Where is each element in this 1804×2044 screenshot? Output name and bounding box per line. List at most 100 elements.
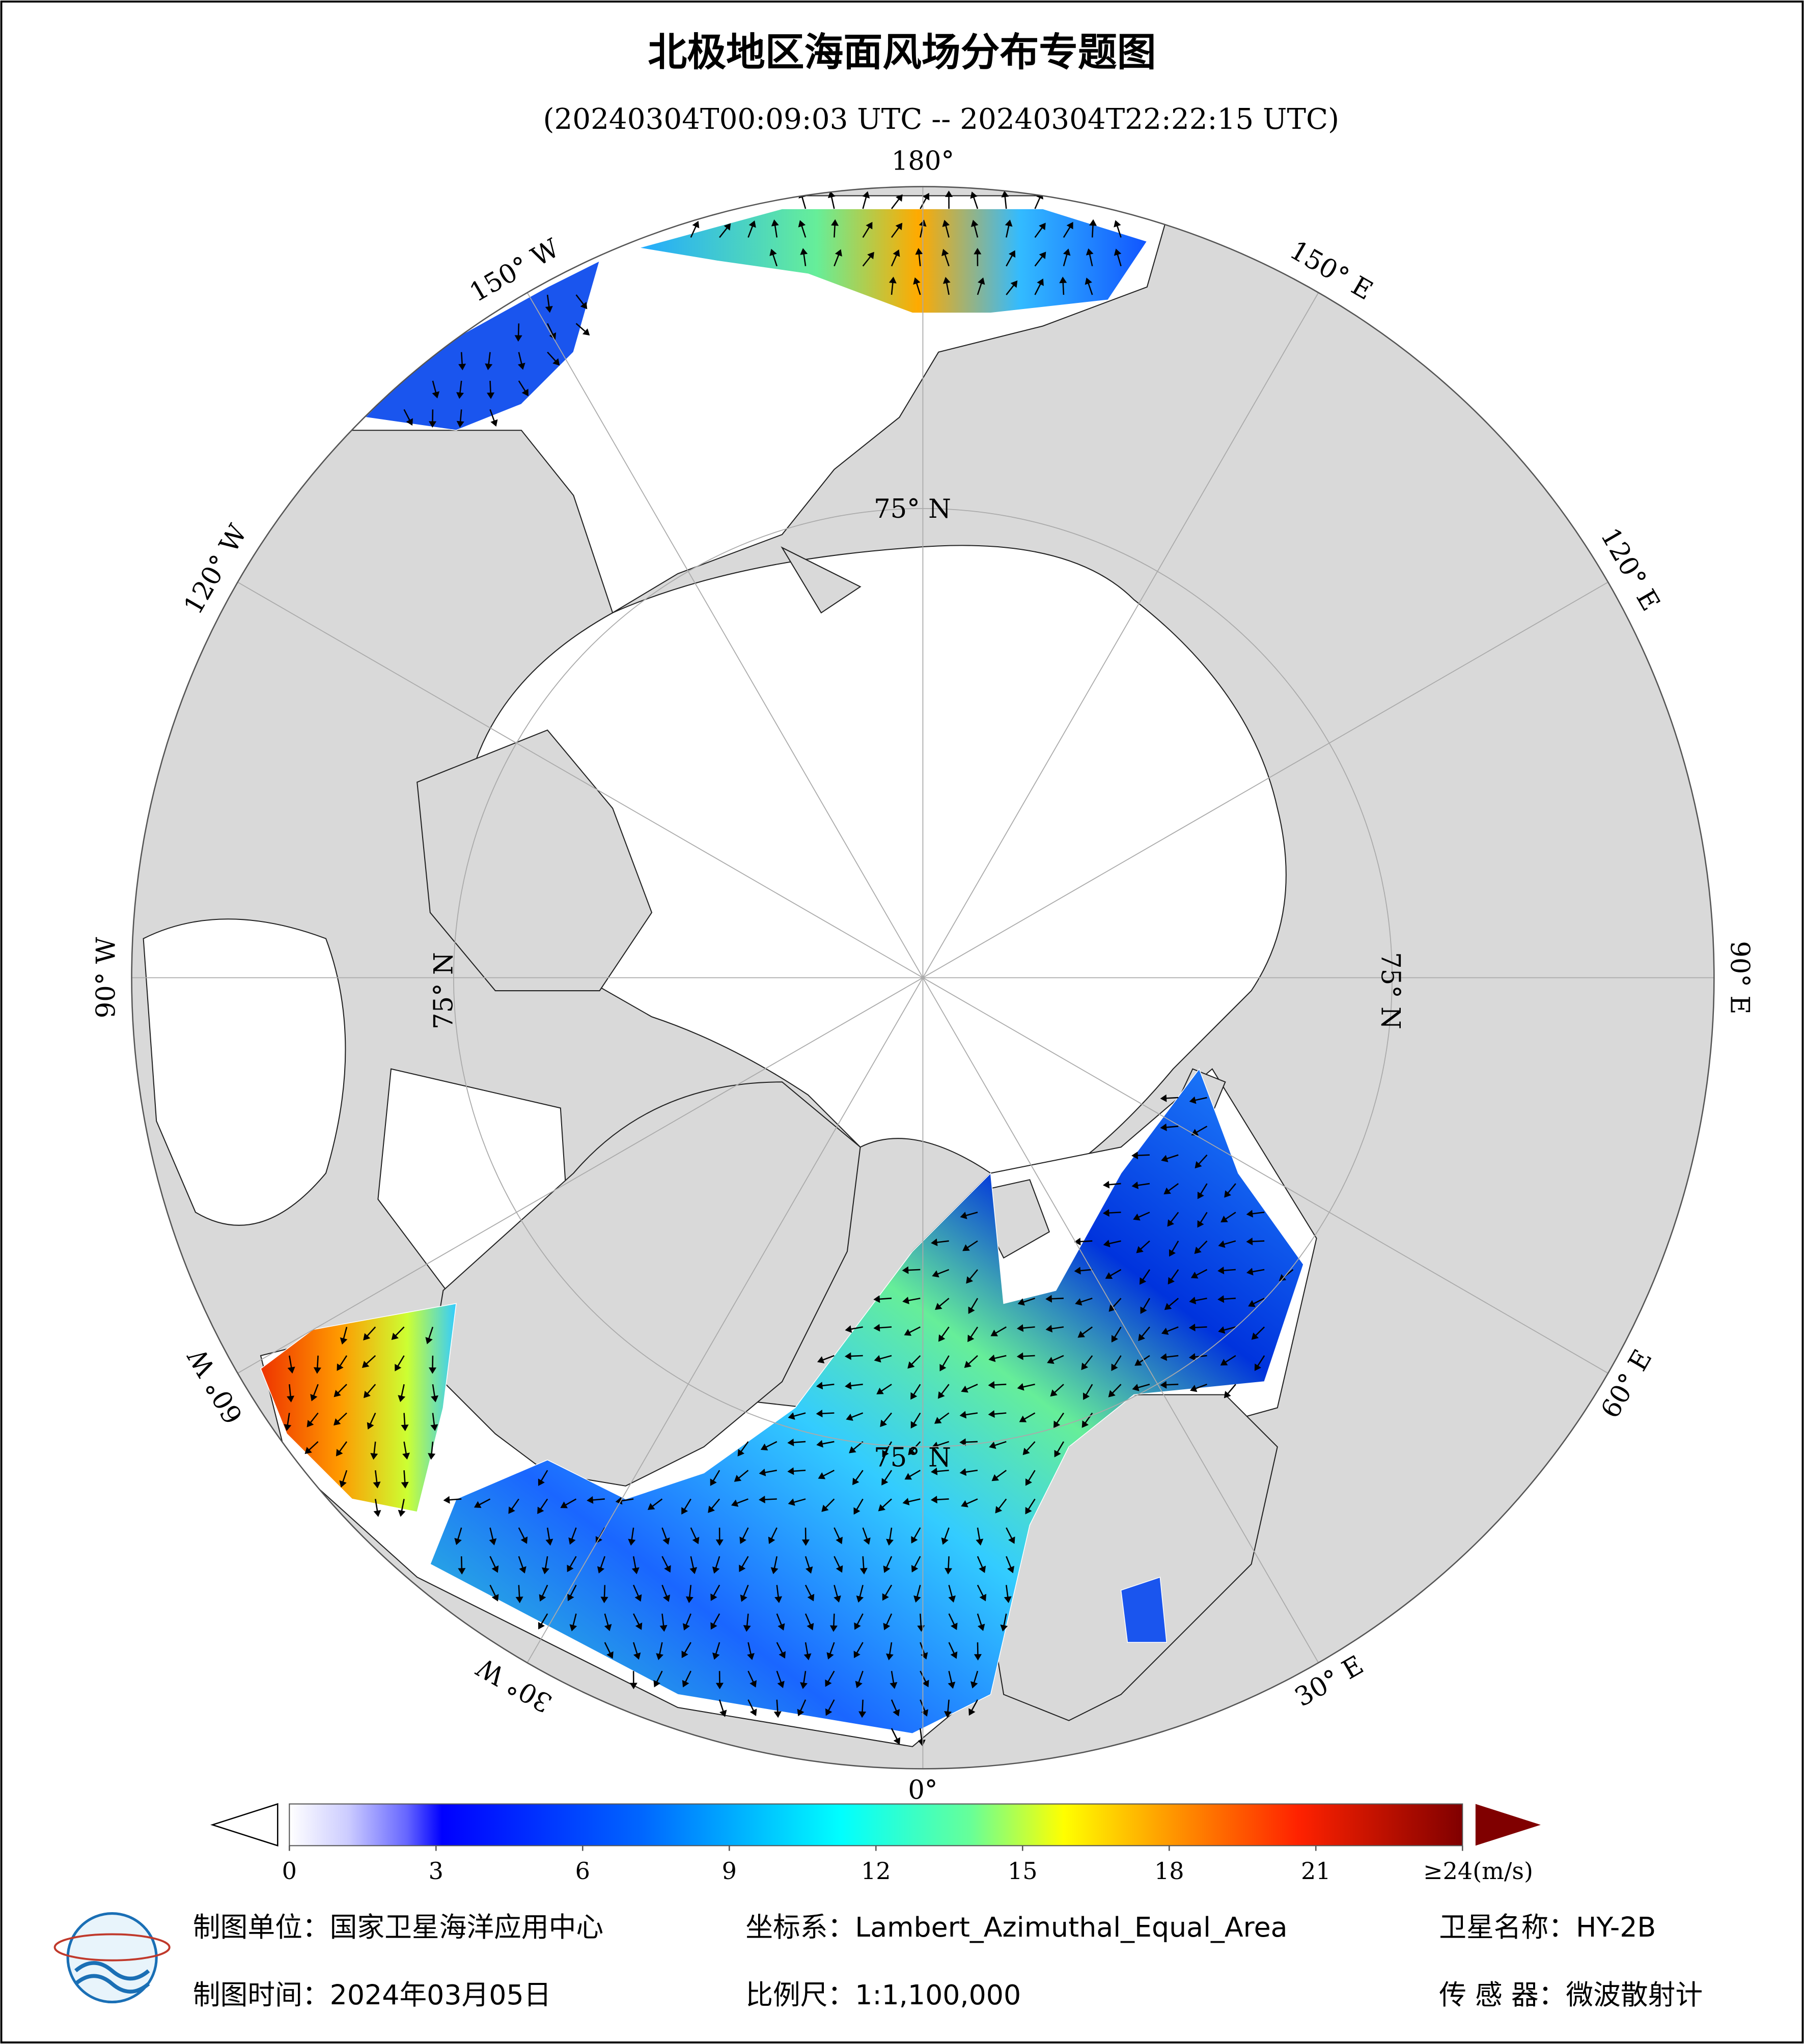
wind-arrow-head — [941, 248, 949, 257]
wind-arrow-head — [797, 1709, 804, 1717]
wind-arrow-head — [779, 1651, 786, 1659]
wind-arrow-head — [932, 1270, 939, 1278]
wind-arrow-head — [934, 1417, 942, 1424]
wind-arrow-head — [485, 363, 493, 371]
wind-arrow-head — [1114, 248, 1122, 256]
wind-arrow-head — [1102, 1209, 1109, 1217]
wind-arrow-head — [552, 358, 560, 366]
wind-arrow-head — [284, 1424, 292, 1431]
wind-arrow-head — [606, 1651, 614, 1659]
wind-arrow-head — [428, 1453, 436, 1460]
wind-arrow-head — [1246, 1210, 1254, 1218]
wind-arrow-head — [1066, 221, 1073, 230]
wind-arrow-head — [935, 1303, 942, 1310]
wind-arrow-head — [737, 1449, 745, 1457]
wind-arrow-head — [1085, 277, 1092, 285]
wind-arrow-head — [770, 1567, 779, 1575]
wind-arrow-head — [807, 1593, 815, 1602]
wind-arrow-head — [876, 1387, 884, 1394]
wind-arrow-head — [856, 1595, 864, 1603]
wind-arrow-head — [852, 1477, 859, 1486]
wind-arrow-head — [1160, 1353, 1168, 1361]
wind-arrow-head — [370, 1453, 378, 1460]
wind-arrow-head — [1008, 1536, 1015, 1544]
wind-arrow-head — [401, 1481, 409, 1489]
wind-arrow-head — [787, 1467, 794, 1475]
wind-arrow-head — [825, 1708, 832, 1716]
wind-arrow-head — [685, 1596, 693, 1603]
wind-arrow-head — [777, 1681, 785, 1688]
wind-arrow-head — [1164, 1303, 1172, 1310]
wind-arrow-head — [759, 1468, 766, 1476]
wind-arrow-head — [508, 1506, 515, 1514]
wind-arrow-head — [882, 1593, 889, 1601]
wind-arrow-head — [787, 1438, 794, 1446]
colorbar-tick-label: 18 — [1154, 1857, 1184, 1885]
wind-arrow-head — [656, 1653, 664, 1661]
wind-arrow-head — [859, 1567, 868, 1575]
wind-arrow-head — [1218, 1326, 1226, 1334]
wind-arrow-head — [989, 1441, 996, 1449]
wind-arrow-head — [788, 1498, 795, 1506]
wind-arrow-head — [834, 1595, 841, 1603]
wind-arrow-head — [950, 1622, 958, 1630]
wind-arrow-head — [950, 1651, 958, 1659]
wind-arrow-head — [1139, 1277, 1147, 1285]
footer-satellite: 卫星名称：HY-2B — [1439, 1911, 1656, 1943]
wind-arrow-head — [836, 1536, 843, 1545]
wind-arrow-head — [959, 1411, 967, 1419]
wind-arrow-head — [568, 1537, 576, 1545]
wind-arrow-head — [885, 1653, 894, 1661]
wind-arrow-head — [915, 248, 923, 255]
colorbar-low-arrow — [210, 1803, 279, 1847]
wind-arrow-head — [287, 1395, 295, 1403]
wind-arrow-head — [681, 1507, 688, 1515]
wind-arrow-head — [491, 1594, 499, 1602]
wind-arrow-head — [634, 1594, 642, 1602]
wind-arrow-head — [747, 1653, 755, 1660]
wind-arrow-head — [941, 1537, 949, 1545]
wind-arrow-head — [664, 1565, 671, 1573]
wind-arrow-head — [817, 1356, 825, 1364]
wind-arrow-head — [750, 1709, 757, 1716]
wind-arrow-head — [430, 1424, 438, 1431]
wind-arrow-head — [710, 1622, 717, 1630]
footer-scale: 比例尺：1:1,100,000 — [745, 1979, 1021, 2011]
wind-arrow-head — [889, 276, 897, 284]
wind-arrow-head — [1133, 1213, 1141, 1221]
wind-arrow-head — [689, 1567, 698, 1575]
wind-arrow-head — [995, 1506, 1003, 1514]
wind-arrow-head — [853, 1507, 861, 1515]
wind-arrow-head — [863, 1537, 871, 1545]
wind-arrow-head — [373, 1481, 381, 1489]
meridian — [922, 977, 1319, 1663]
wind-arrow-head — [902, 1297, 909, 1304]
wind-arrow-head — [874, 1355, 881, 1363]
colorbar-scale — [289, 1803, 1463, 1846]
wind-arrow-head — [893, 1737, 901, 1745]
wind-arrow-head — [750, 1680, 757, 1688]
wind-arrow-head — [692, 220, 700, 229]
wind-arrow-head — [907, 1361, 915, 1369]
wind-arrow-head — [1001, 190, 1009, 198]
wind-arrow-head — [708, 1505, 715, 1513]
wind-arrow-head — [882, 1449, 889, 1458]
wind-arrow-head — [310, 1394, 318, 1402]
wind-arrow-head — [961, 1385, 968, 1393]
wind-arrow-head — [1111, 1335, 1118, 1343]
wind-arrow-head — [336, 1449, 343, 1457]
wind-arrow-head — [474, 1501, 482, 1508]
wind-arrow-head — [826, 1652, 834, 1660]
wind-arrow-head — [454, 1537, 462, 1546]
wind-arrow-head — [913, 277, 921, 285]
wind-arrow-head — [1089, 219, 1097, 226]
footer-crs: 坐标系：Lambert_Azimuthal_Equal_Area — [745, 1911, 1287, 1943]
wind-arrow-head — [1163, 1187, 1171, 1195]
wind-arrow-head — [902, 1266, 909, 1274]
latitude-label: 75° N — [874, 1443, 951, 1473]
wind-arrow-head — [803, 1653, 812, 1661]
meridian — [526, 977, 924, 1663]
wind-arrow-head — [1017, 1383, 1024, 1391]
wind-arrow-head — [391, 1332, 399, 1340]
wind-arrow-head — [908, 1448, 915, 1455]
